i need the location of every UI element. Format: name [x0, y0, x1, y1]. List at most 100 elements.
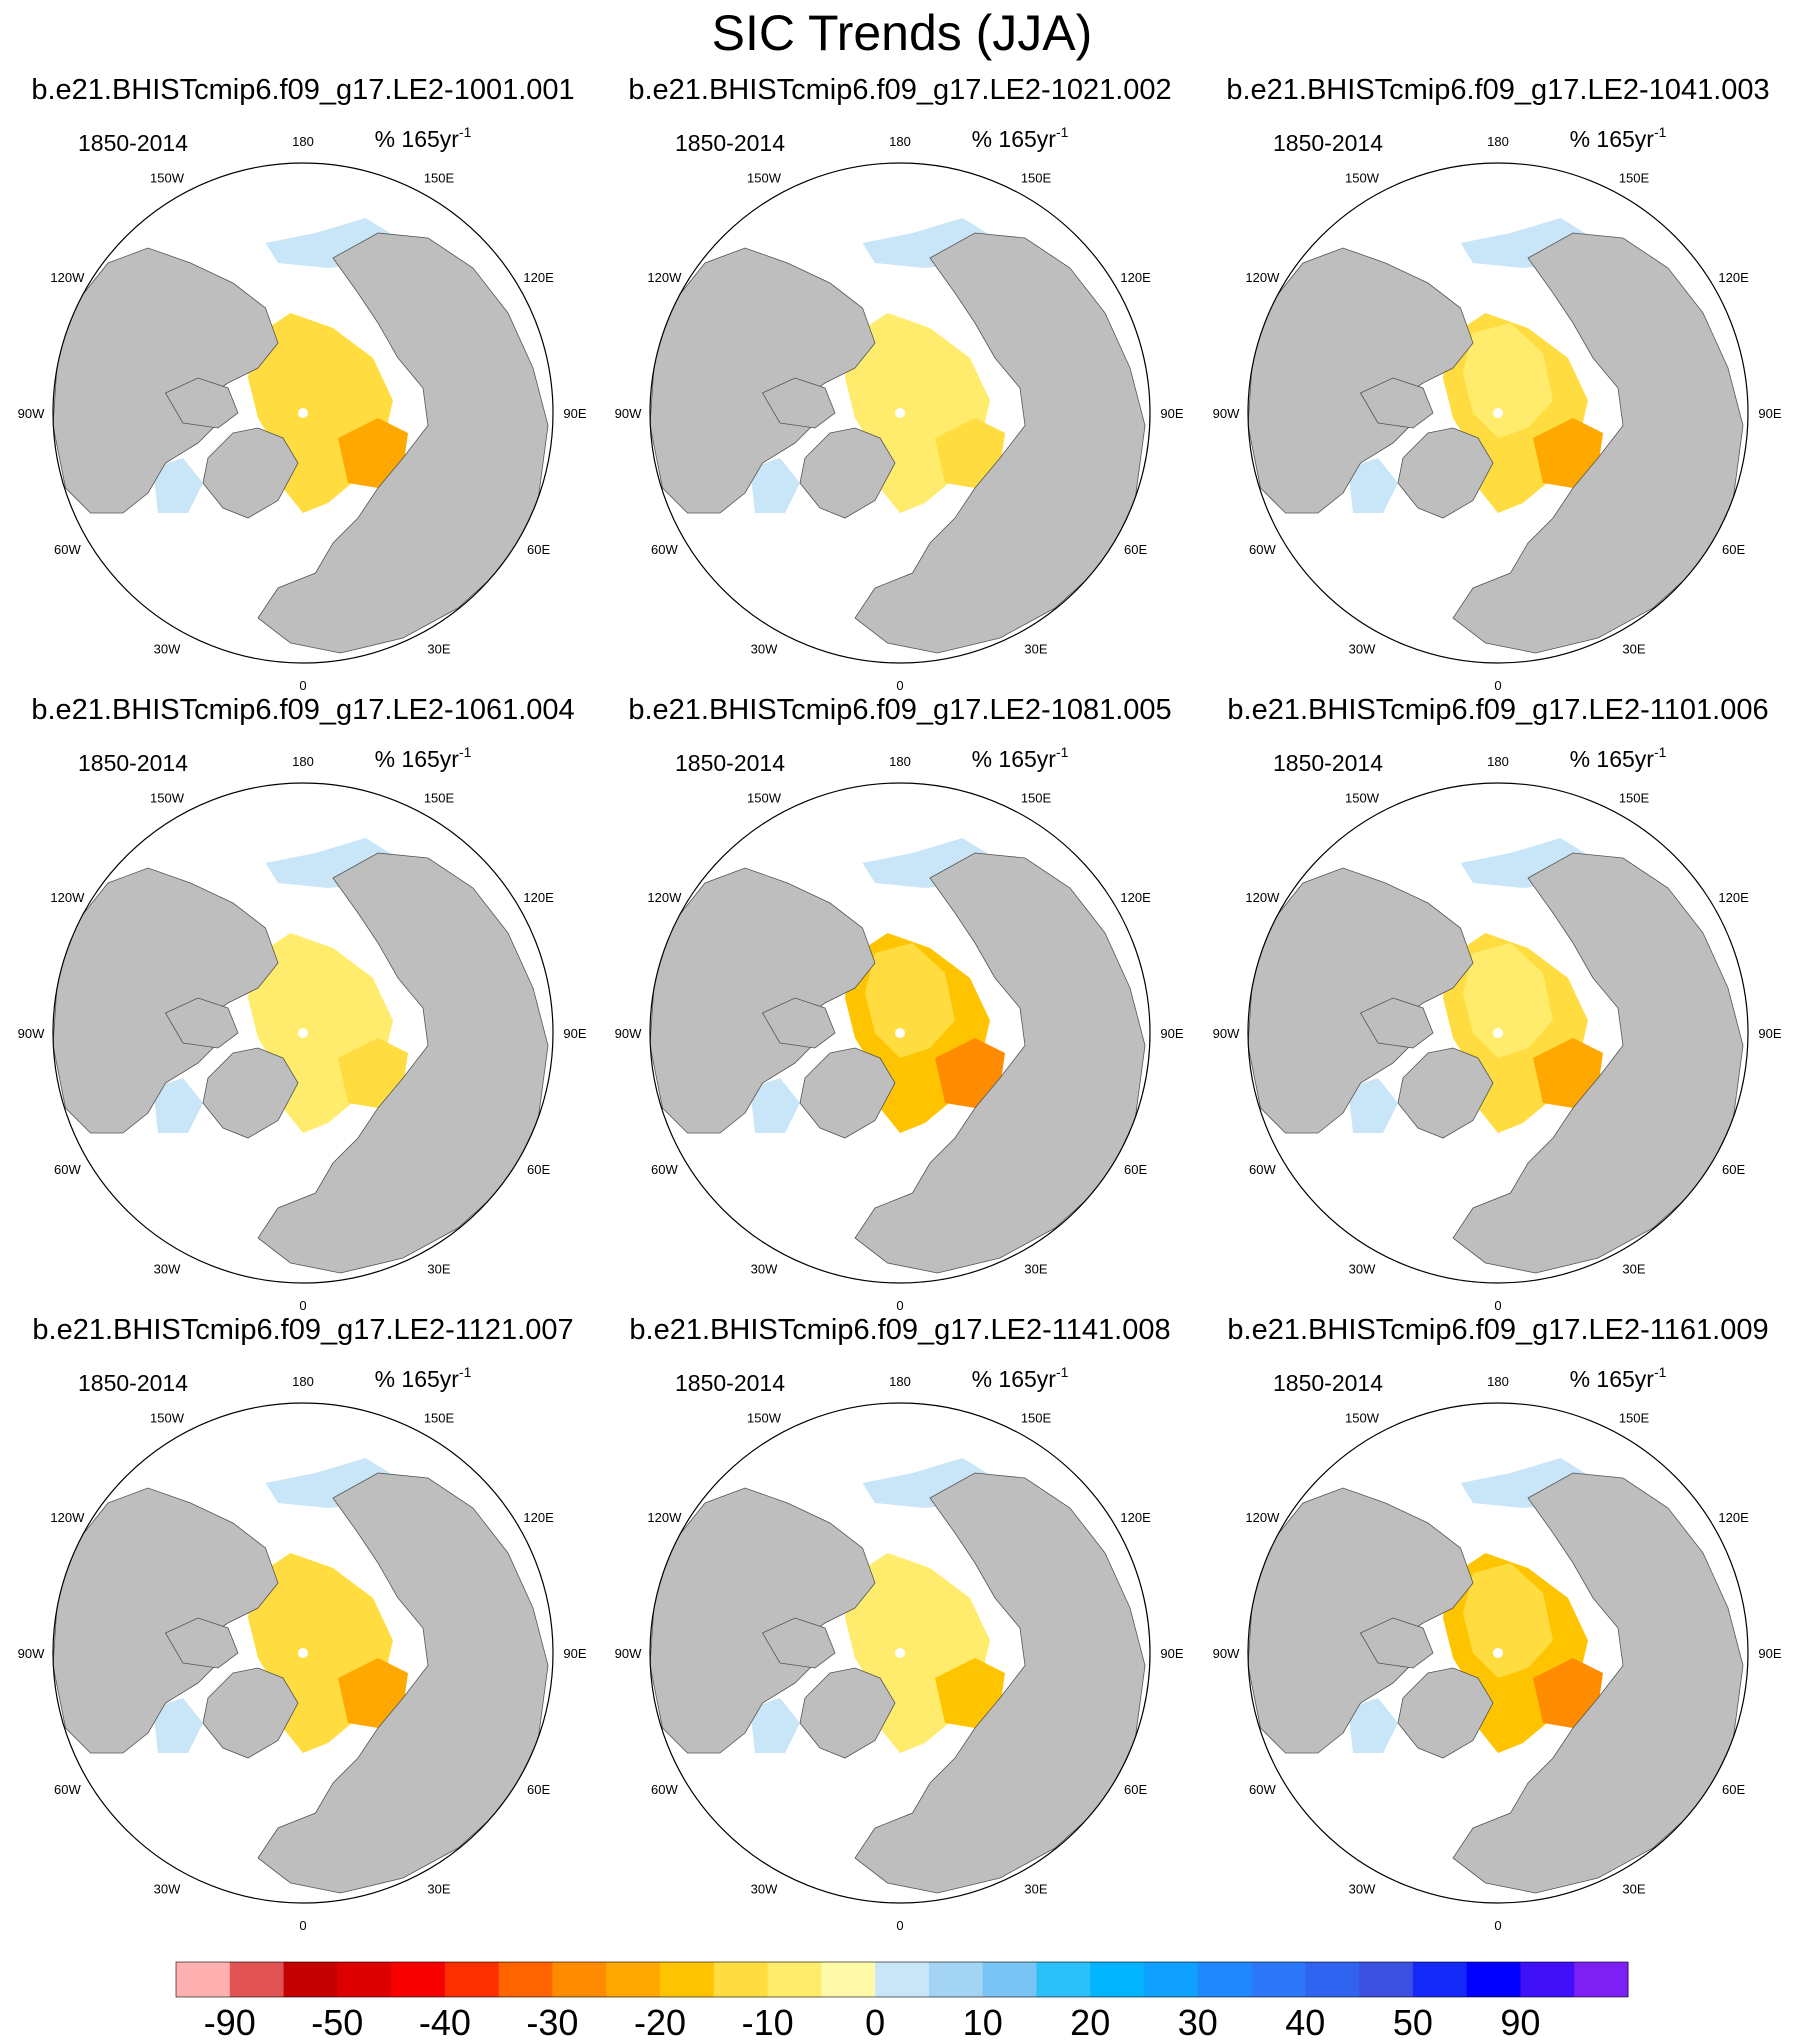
longitude-label: 0: [1494, 678, 1501, 693]
sic-positive-region: [153, 458, 203, 513]
longitude-label: 180: [1487, 1374, 1509, 1389]
colorbar-swatch: [229, 1962, 285, 1997]
panel-units-exponent: -1: [1654, 744, 1667, 760]
longitude-label: 180: [889, 754, 911, 769]
land-archipelago: [761, 1617, 836, 1669]
longitude-label: 90E: [563, 1026, 586, 1041]
sic-trend-region: [338, 1658, 408, 1728]
map-panel: b.e21.BHISTcmip6.f09_g17.LE2-1061.004 185…: [18, 694, 587, 1313]
longitude-label: 30E: [1622, 642, 1645, 657]
sic-positive-region: [153, 1698, 203, 1753]
sic-positive-region: [1348, 458, 1398, 513]
longitude-label: 60W: [54, 1782, 81, 1797]
longitude-label: 30W: [1349, 1882, 1376, 1897]
longitude-label: 60E: [1124, 1782, 1147, 1797]
sic-trend-region: [1533, 1658, 1603, 1728]
longitude-label: 150E: [424, 790, 455, 805]
colorbar-swatch: [283, 1962, 338, 1997]
panel-units: % 165yr-1: [1570, 1364, 1667, 1392]
longitude-label: 30E: [1024, 1262, 1047, 1277]
longitude-label: 120E: [1718, 270, 1749, 285]
panel-period: 1850-2014: [78, 750, 188, 776]
panel-units-exponent: -1: [459, 744, 472, 760]
longitude-label: 120E: [1718, 1510, 1749, 1525]
colorbar-label: 30: [1178, 2002, 1218, 2043]
longitude-label: 90W: [18, 1026, 45, 1041]
sic-positive-region: [153, 1078, 203, 1133]
colorbar-swatch: [391, 1962, 446, 1997]
longitude-label: 90E: [1758, 1026, 1781, 1041]
panel-units-exponent: -1: [459, 124, 472, 140]
longitude-label: 90E: [1160, 1026, 1183, 1041]
longitude-label: 0: [299, 1918, 306, 1933]
land-greenland: [799, 1667, 896, 1759]
land-eurasia: [1452, 1472, 1744, 1894]
longitude-label: 90W: [1213, 406, 1240, 421]
map-panel: b.e21.BHISTcmip6.f09_g17.LE2-1081.005 185…: [615, 694, 1184, 1313]
colorbar-swatch: [176, 1962, 231, 1997]
map-frame: [1247, 162, 1749, 664]
sic-trend-region: [268, 943, 358, 1058]
panel-period: 1850-2014: [1273, 130, 1383, 156]
sic-trend-region: [865, 943, 955, 1058]
longitude-label: 180: [1487, 134, 1509, 149]
colorbar: -90 -50 -40 -30 -20 -10 0 10 20 30 40 50 90: [175, 1961, 1629, 2043]
sic-trend-region: [935, 418, 1005, 488]
colorbar-swatch: [1197, 1962, 1253, 1997]
longitude-label: 150W: [747, 1410, 782, 1425]
longitude-label: 30W: [751, 1262, 778, 1277]
sic-trend-region: [268, 1563, 358, 1678]
longitude-label: 30E: [1024, 642, 1047, 657]
land-eurasia: [257, 232, 549, 654]
longitude-label: 90W: [615, 1026, 642, 1041]
north-pole-marker: [1493, 1648, 1503, 1658]
longitude-label: 120W: [647, 1510, 682, 1525]
longitude-label: 150E: [424, 170, 455, 185]
map-frame: [52, 782, 554, 1284]
longitude-label: 120E: [1120, 270, 1151, 285]
land-greenland: [202, 427, 299, 519]
panel-title: b.e21.BHISTcmip6.f09_g17.LE2-1041.003: [1226, 74, 1769, 106]
north-pole-marker: [298, 408, 308, 418]
longitude-label: 0: [299, 678, 306, 693]
longitude-label: 90W: [1213, 1026, 1240, 1041]
longitude-label: 120E: [523, 1510, 554, 1525]
land-archipelago: [164, 377, 239, 429]
longitude-label: 150E: [1619, 170, 1650, 185]
longitude-label: 0: [896, 678, 903, 693]
map-frame: [52, 1402, 554, 1904]
longitude-label: 90E: [1758, 406, 1781, 421]
longitude-label: 60W: [1249, 1162, 1276, 1177]
north-pole-marker: [298, 1028, 308, 1038]
longitude-label: 90W: [18, 1646, 45, 1661]
longitude-label: 0: [896, 1298, 903, 1313]
land-greenland: [202, 1667, 299, 1759]
map-frame: [649, 782, 1151, 1284]
panel-title: b.e21.BHISTcmip6.f09_g17.LE2-1121.007: [32, 1314, 573, 1346]
colorbar-swatch: [552, 1962, 607, 1997]
colorbar-swatch: [1574, 1962, 1629, 1997]
longitude-label: 60E: [527, 542, 550, 557]
longitude-label: 60E: [1722, 542, 1745, 557]
colorbar-swatch: [1305, 1962, 1360, 1997]
colorbar-swatch: [337, 1962, 392, 1997]
longitude-label: 30E: [427, 1262, 450, 1277]
land-eurasia: [854, 1472, 1146, 1894]
panel-grid: b.e21.BHISTcmip6.f09_g17.LE2-1001.001 185…: [18, 74, 1782, 1933]
longitude-label: 60E: [1722, 1782, 1745, 1797]
longitude-label: 60E: [527, 1782, 550, 1797]
sic-positive-region: [750, 1078, 800, 1133]
colorbar-swatch: [928, 1962, 984, 1997]
map-panel: b.e21.BHISTcmip6.f09_g17.LE2-1021.002 185…: [615, 74, 1184, 693]
land-greenland: [799, 1047, 896, 1139]
panel-period: 1850-2014: [675, 750, 785, 776]
longitude-label: 90E: [1160, 406, 1183, 421]
sic-trend-region: [1463, 323, 1553, 438]
land-eurasia: [1452, 852, 1744, 1274]
land-archipelago: [164, 1617, 239, 1669]
colorbar-label: 40: [1285, 2002, 1325, 2043]
colorbar-label: -90: [204, 2002, 256, 2043]
longitude-label: 150E: [1021, 170, 1052, 185]
colorbar-swatch: [713, 1962, 769, 1997]
sic-positive-region: [1348, 1698, 1398, 1753]
